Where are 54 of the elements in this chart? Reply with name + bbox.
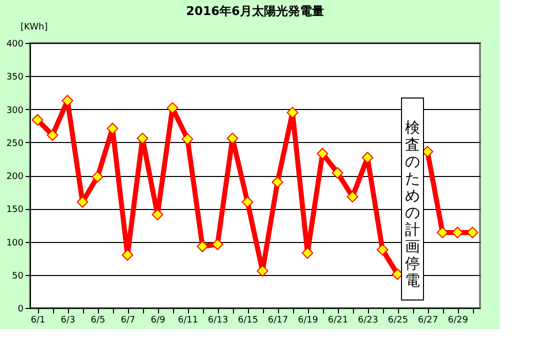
x-tick-label: 6/27 bbox=[418, 316, 438, 326]
x-tick-label: 6/29 bbox=[448, 316, 468, 326]
point bbox=[436, 226, 448, 238]
point bbox=[32, 114, 44, 126]
x-tick-label: 6/9 bbox=[150, 316, 166, 326]
point bbox=[466, 226, 478, 238]
x-tick-label: 6/21 bbox=[328, 316, 348, 326]
point bbox=[346, 190, 358, 202]
x-tick-label: 6/17 bbox=[268, 316, 288, 326]
x-tick-label: 6/1 bbox=[30, 316, 46, 326]
y-tick-label: 300 bbox=[6, 106, 24, 116]
text: 検査のための計画停電 bbox=[405, 118, 420, 290]
point bbox=[182, 133, 194, 145]
x-tick-label: 6/5 bbox=[90, 316, 106, 326]
x-tick-label: 6/11 bbox=[178, 316, 198, 326]
y-tick-label: 250 bbox=[6, 138, 24, 149]
x-tick-label: 6/7 bbox=[120, 316, 136, 326]
y-tick-label: 400 bbox=[6, 40, 24, 50]
point bbox=[286, 106, 298, 118]
x-tick-label: 6/3 bbox=[60, 316, 76, 326]
point bbox=[166, 102, 178, 114]
point bbox=[242, 196, 254, 208]
point bbox=[92, 171, 104, 183]
point bbox=[332, 167, 344, 179]
point bbox=[226, 132, 238, 144]
point bbox=[62, 94, 74, 106]
point bbox=[256, 265, 268, 277]
x-tick-label: 6/25 bbox=[388, 316, 408, 326]
y-axis-title: [KWh] bbox=[20, 22, 48, 32]
point bbox=[46, 129, 58, 141]
point bbox=[452, 226, 464, 238]
y-tick-label: 50 bbox=[12, 271, 24, 282]
y-tick-label: 200 bbox=[6, 172, 24, 182]
y-tick-label: 0 bbox=[18, 304, 24, 314]
point bbox=[76, 196, 88, 208]
point bbox=[136, 132, 148, 144]
point bbox=[212, 238, 224, 250]
x-tick-label: 6/13 bbox=[208, 316, 228, 326]
point bbox=[302, 247, 314, 259]
y-tick-label: 350 bbox=[6, 72, 24, 83]
point bbox=[272, 176, 284, 188]
x-tick-label: 6/23 bbox=[358, 316, 378, 326]
point bbox=[152, 208, 164, 220]
point bbox=[376, 244, 388, 256]
y-tick-label: 150 bbox=[6, 205, 24, 216]
point bbox=[316, 148, 328, 160]
x-tick-label: 6/19 bbox=[298, 316, 318, 326]
x-tick-label: 6/15 bbox=[238, 316, 258, 326]
point bbox=[196, 240, 208, 252]
point bbox=[362, 152, 374, 164]
y-tick-label: 100 bbox=[6, 238, 24, 248]
point bbox=[122, 249, 134, 261]
point bbox=[106, 122, 118, 134]
chart-title: 2016年6月太陽光発電量 bbox=[186, 4, 324, 18]
